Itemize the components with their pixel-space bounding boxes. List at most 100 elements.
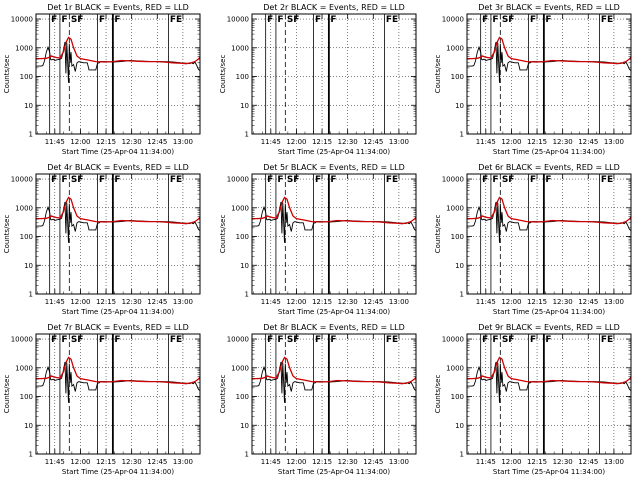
events-series-line (467, 361, 632, 403)
x-axis-label: Start Time (25-Apr-04 11:34:00) (62, 468, 174, 476)
y-tick-label: 100 (236, 393, 249, 401)
x-tick-label: 11:45 (45, 138, 65, 146)
y-tick-label: 10 (24, 422, 33, 430)
region-label: SF (71, 175, 84, 185)
panel-title: Det 9r BLACK = Events, RED = LLD (478, 323, 620, 332)
region-label: F (315, 335, 321, 345)
y-axis-label: Counts/sec (434, 55, 442, 94)
region-label: F (277, 175, 283, 185)
region-label: FE (170, 175, 182, 185)
x-tick-label: 12:15 (312, 298, 332, 306)
panel-title: Det 5r BLACK = Events, RED = LLD (263, 163, 405, 172)
region-label: FE (170, 335, 182, 345)
region-label: F (51, 335, 57, 345)
y-tick-label: 100 (451, 73, 464, 81)
y-tick-label: 10000 (11, 176, 33, 184)
y-tick-label: 1000 (446, 204, 464, 212)
y-tick-label: 100 (451, 233, 464, 241)
events-series-line (36, 201, 201, 243)
region-label: F (61, 175, 67, 185)
region-label: F (330, 335, 336, 345)
x-tick-label: 12:30 (122, 458, 142, 466)
events-series-line (36, 361, 201, 403)
x-tick-label: 11:45 (476, 298, 496, 306)
x-tick-label: 13:00 (389, 458, 409, 466)
x-tick-label: 12:30 (122, 138, 142, 146)
detector-panel: Det 6r BLACK = Events, RED = LLD Counts/s… (434, 163, 632, 316)
x-tick-label: 12:15 (96, 458, 116, 466)
lld-series-line (36, 196, 201, 225)
x-tick-label: 12:45 (578, 138, 598, 146)
detector-panel: Det 7r BLACK = Events, RED = LLD Counts/s… (3, 323, 201, 476)
x-tick-label: 12:15 (527, 138, 547, 146)
detector-panel: Det 4r BLACK = Events, RED = LLD Counts/s… (3, 163, 201, 316)
y-tick-label: 10000 (442, 16, 464, 24)
x-axis-label: Start Time (25-Apr-04 11:34:00) (278, 308, 390, 316)
region-label: F (315, 175, 321, 185)
y-tick-label: 10000 (11, 336, 33, 344)
region-label: F (51, 175, 57, 185)
y-tick-label: 10 (455, 422, 464, 430)
plot-frame (35, 13, 201, 135)
region-label: F (99, 175, 105, 185)
region-label: FE (601, 335, 613, 345)
region-label: F (114, 15, 120, 25)
events-series-line (252, 361, 417, 403)
panel-title: Det 8r BLACK = Events, RED = LLD (263, 323, 405, 332)
y-tick-label: 100 (20, 233, 33, 241)
region-label: F (61, 15, 67, 25)
y-axis-label: Counts/sec (3, 215, 11, 254)
x-tick-label: 12:00 (70, 458, 90, 466)
region-label: F (315, 15, 321, 25)
panel-title: Det 7r BLACK = Events, RED = LLD (47, 323, 189, 332)
x-tick-label: 11:45 (261, 138, 281, 146)
region-label: SF (287, 175, 300, 185)
lld-series-line (36, 356, 201, 385)
panel-title: Det 2r BLACK = Events, RED = LLD (263, 3, 405, 12)
lld-series-line (252, 196, 417, 225)
y-tick-label: 100 (20, 73, 33, 81)
region-label: F (277, 335, 283, 345)
x-tick-label: 13:00 (173, 138, 193, 146)
detector-panel: Det 3r BLACK = Events, RED = LLD Counts/s… (434, 3, 632, 156)
y-tick-label: 10 (24, 262, 33, 270)
lld-series-line (252, 356, 417, 385)
y-axis-label: Counts/sec (219, 55, 227, 94)
x-tick-label: 12:45 (147, 458, 167, 466)
y-tick-label: 1000 (15, 204, 33, 212)
x-tick-label: 11:45 (261, 458, 281, 466)
plot-frame (466, 13, 632, 135)
x-tick-label: 11:45 (476, 138, 496, 146)
x-tick-label: 12:45 (147, 138, 167, 146)
y-tick-label: 10000 (227, 176, 249, 184)
x-axis-label: Start Time (25-Apr-04 11:34:00) (493, 468, 605, 476)
y-tick-label: 1 (460, 131, 464, 139)
x-tick-label: 13:00 (173, 298, 193, 306)
x-tick-label: 13:00 (604, 298, 624, 306)
plot-frame (251, 13, 417, 135)
y-tick-label: 10000 (442, 176, 464, 184)
x-tick-label: 13:00 (173, 458, 193, 466)
region-label: F (267, 175, 273, 185)
x-tick-label: 12:30 (338, 138, 358, 146)
y-tick-label: 1 (29, 131, 33, 139)
region-label: F (530, 15, 536, 25)
x-tick-label: 12:45 (363, 298, 383, 306)
region-label: F (545, 335, 551, 345)
x-tick-label: 12:15 (527, 298, 547, 306)
x-tick-label: 11:45 (476, 458, 496, 466)
x-tick-label: 12:45 (363, 458, 383, 466)
region-label: F (99, 335, 105, 345)
region-label: FE (386, 15, 398, 25)
y-tick-label: 1000 (446, 44, 464, 52)
region-label: F (330, 15, 336, 25)
region-label: SF (71, 335, 84, 345)
region-label: F (492, 175, 498, 185)
x-tick-label: 12:45 (578, 458, 598, 466)
region-label: F (99, 15, 105, 25)
region-label: F (114, 335, 120, 345)
region-label: SF (287, 15, 300, 25)
x-tick-label: 12:15 (312, 458, 332, 466)
region-label: SF (287, 335, 300, 345)
x-tick-label: 12:30 (338, 298, 358, 306)
